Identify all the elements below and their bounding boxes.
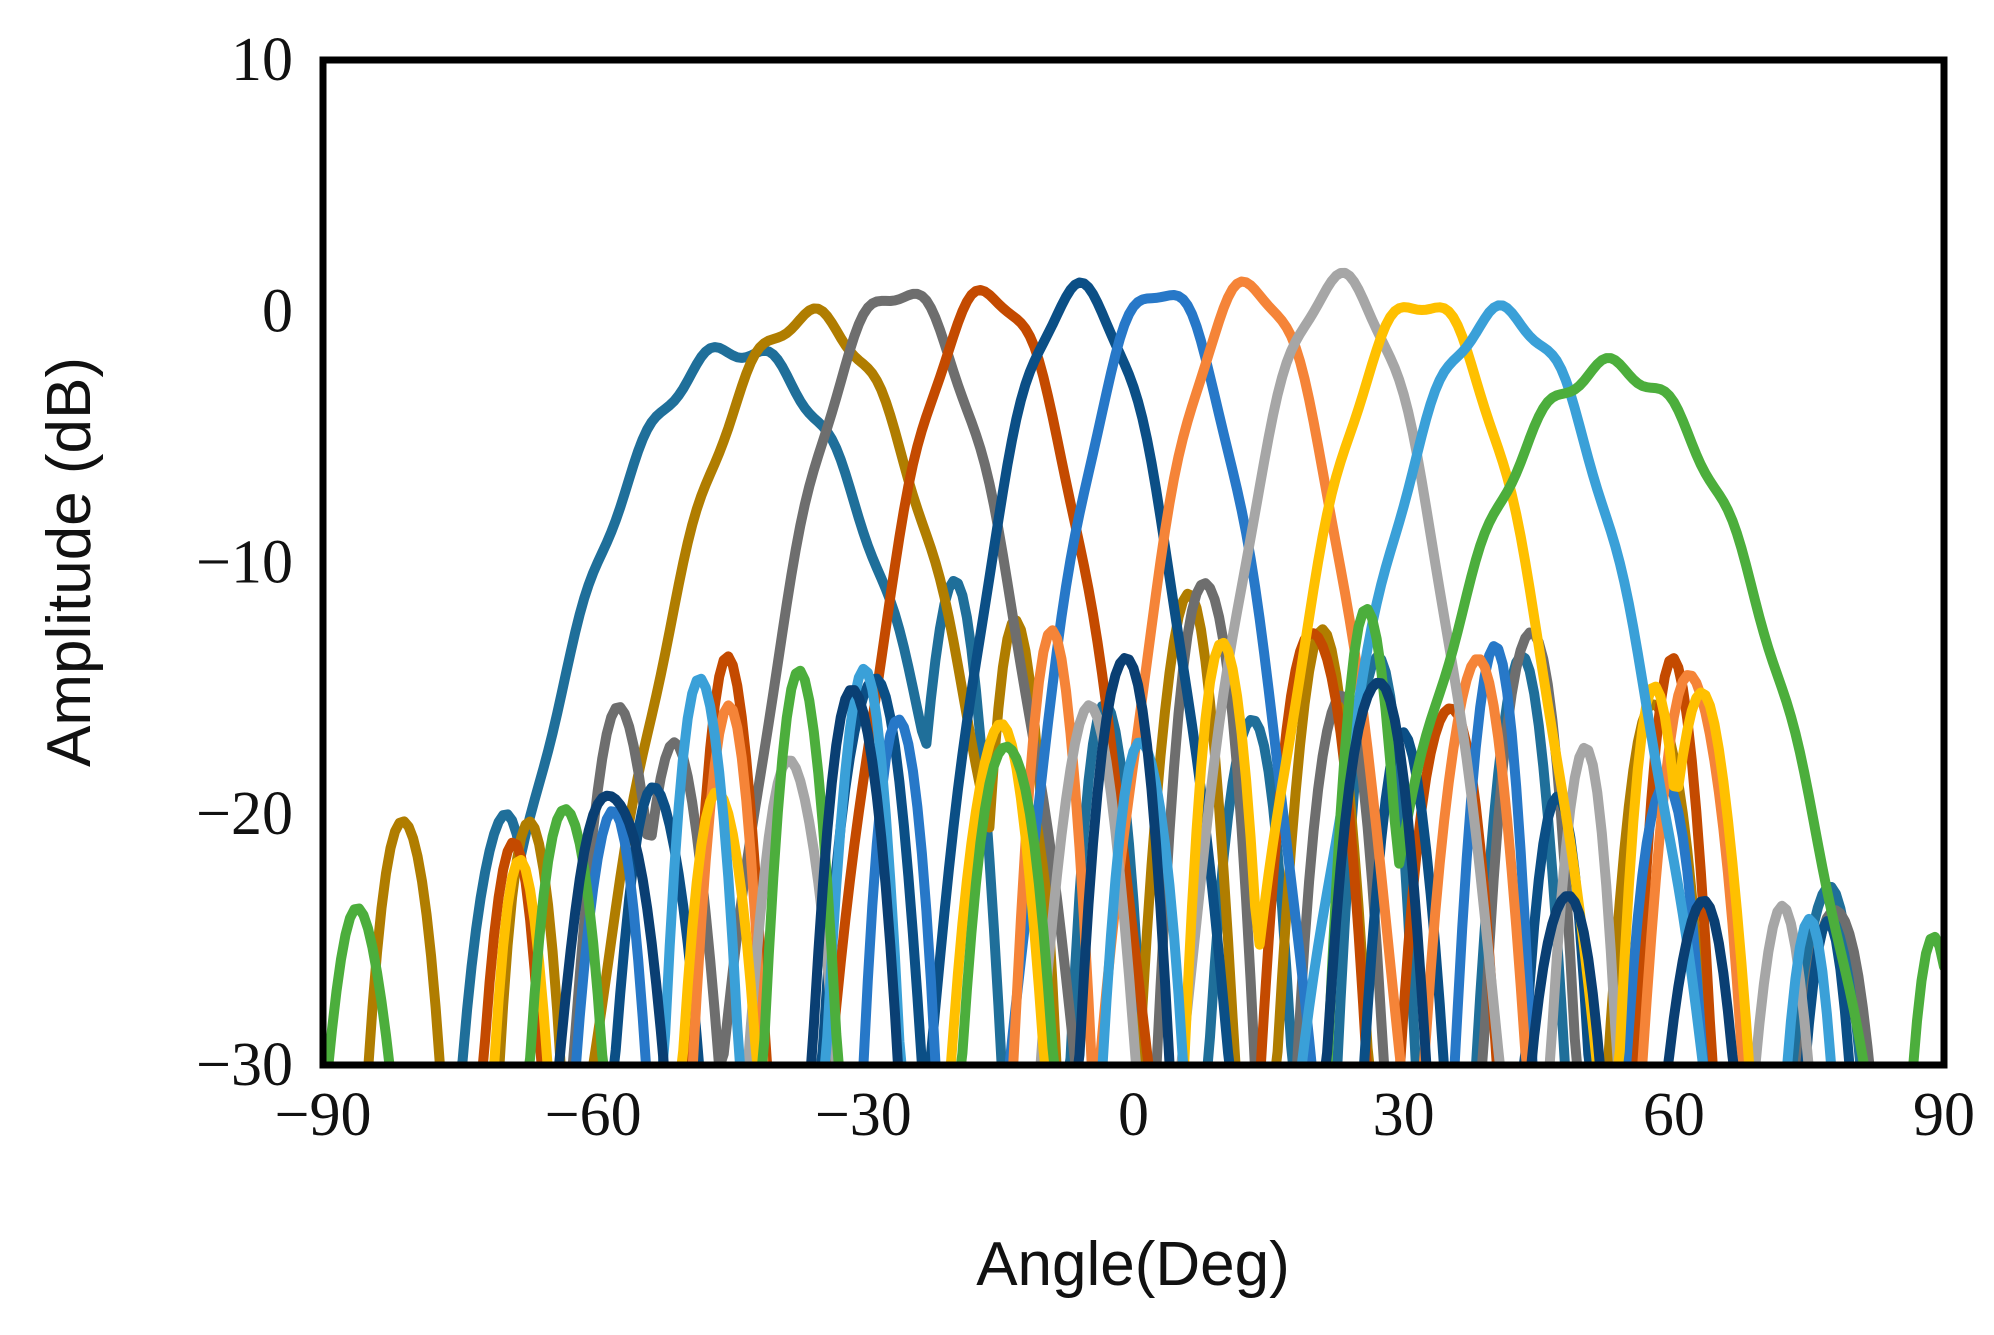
y-tick-label: −30: [196, 1031, 293, 1099]
x-tick-label: 60: [1643, 1081, 1705, 1149]
x-tick-label: −90: [275, 1081, 372, 1149]
x-tick-label: 0: [1118, 1081, 1149, 1149]
series-line-beam-6: [570, 290, 1709, 1065]
y-tick-label: 0: [262, 277, 293, 345]
y-tick-label: −10: [196, 529, 293, 597]
series-line-beam-8: [742, 267, 1814, 1065]
plot-frame: [319, 56, 1948, 1069]
y-tick-labels: 10 0 −10 −20 −30: [196, 26, 293, 1099]
series-line-beam-5: [609, 277, 1855, 1065]
series-line-beam-12: [554, 653, 1739, 1065]
series-line-beam-11: [323, 353, 1944, 1065]
series-line-beam-9: [489, 302, 1755, 1065]
series-line-beam-4: [477, 285, 1718, 1065]
x-axis-title: Angle(Deg): [976, 1230, 1290, 1299]
y-tick-label: −20: [196, 780, 293, 848]
y-tick-label: 10: [231, 26, 293, 94]
x-tick-label: 30: [1373, 1081, 1435, 1149]
x-tick-label: 90: [1913, 1081, 1975, 1149]
x-tick-label: −60: [545, 1081, 642, 1149]
y-axis-title: Amplitude (dB): [35, 357, 104, 767]
x-tick-labels: −90 −60 −30 0 30 60 90: [275, 1081, 1975, 1149]
x-tick-label: −30: [815, 1081, 912, 1149]
series-layer: [323, 267, 1944, 1065]
series-line-beam-10: [657, 300, 1837, 1065]
